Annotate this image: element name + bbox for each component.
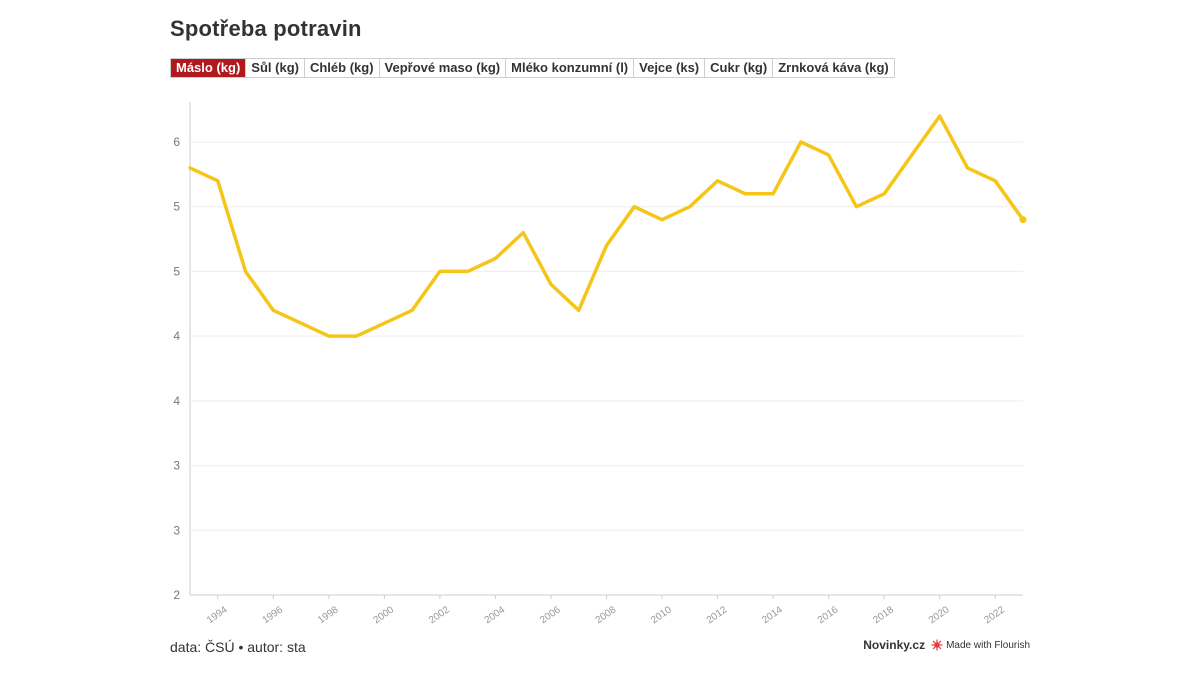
data-point	[326, 333, 332, 339]
x-tick-label: 2016	[816, 604, 841, 626]
source-note: data: ČSÚ • autor: sta	[170, 639, 306, 655]
data-point	[298, 320, 304, 326]
data-point	[548, 281, 554, 287]
y-tick-label: 5	[173, 264, 180, 278]
x-tick-label: 2018	[871, 604, 896, 626]
y-tick-label: 4	[173, 329, 180, 343]
data-point	[1019, 216, 1027, 224]
data-point	[604, 243, 610, 249]
data-point	[770, 191, 776, 197]
tab-chleb[interactable]: Chléb (kg)	[303, 59, 379, 77]
x-tick-label: 2022	[982, 604, 1007, 626]
data-point	[937, 113, 943, 119]
data-point	[909, 152, 915, 158]
tab-vejce[interactable]: Vejce (ks)	[633, 59, 704, 77]
flourish-credit[interactable]: Made with Flourish	[931, 639, 1030, 651]
data-point	[715, 178, 721, 184]
data-point	[465, 268, 471, 274]
data-point	[215, 178, 221, 184]
flourish-icon	[931, 639, 943, 651]
x-tick-label: 2004	[483, 604, 508, 626]
data-point	[798, 139, 804, 145]
y-tick-label: 3	[173, 523, 180, 537]
y-tick-label: 4	[173, 394, 180, 408]
data-point	[659, 217, 665, 223]
y-tick-label: 2	[173, 588, 180, 602]
data-point	[243, 268, 249, 274]
x-tick-label: 2020	[927, 604, 952, 626]
tab-maslo[interactable]: Máslo (kg)	[171, 59, 246, 77]
x-tick-label: 1996	[260, 604, 285, 626]
data-point	[992, 178, 998, 184]
flourish-label: Made with Flourish	[946, 639, 1030, 651]
x-tick-label: 2006	[538, 604, 563, 626]
data-point	[270, 307, 276, 313]
data-point	[354, 333, 360, 339]
data-point	[631, 204, 637, 210]
data-point	[437, 268, 443, 274]
series-line-maslo	[188, 114, 1025, 338]
x-tick-label: 2014	[760, 604, 785, 626]
tab-kava[interactable]: Zrnková káva (kg)	[772, 59, 894, 77]
x-tick-label: 2012	[705, 604, 730, 626]
data-point	[520, 230, 526, 236]
credits: Novinky.cz Made with Flourish	[863, 638, 1030, 652]
data-point	[409, 307, 415, 313]
y-tick-label: 5	[173, 200, 180, 214]
data-point	[826, 152, 832, 158]
data-point	[687, 204, 693, 210]
tab-sul[interactable]: Sůl (kg)	[245, 59, 304, 77]
tab-mleko[interactable]: Mléko konzumní (l)	[505, 59, 633, 77]
data-point	[492, 255, 498, 261]
x-tick-label: 2010	[649, 604, 674, 626]
chart-title: Spotřeba potravin	[170, 16, 362, 41]
x-tick-label: 2008	[594, 604, 619, 626]
data-point	[881, 191, 887, 197]
data-point	[742, 191, 748, 197]
data-point	[853, 204, 859, 210]
data-point	[381, 320, 387, 326]
brand-logo[interactable]: Novinky.cz	[863, 638, 926, 652]
data-point	[576, 307, 582, 313]
tab-veprove-maso[interactable]: Vepřové maso (kg)	[378, 59, 506, 77]
x-tick-label: 1998	[316, 604, 341, 626]
y-tick-label: 6	[173, 135, 180, 149]
series-tabs: Máslo (kg) Sůl (kg) Chléb (kg) Vepřové m…	[170, 58, 895, 78]
x-tick-label: 2000	[372, 604, 397, 626]
x-tick-label: 2002	[427, 604, 452, 626]
y-tick-label: 3	[173, 459, 180, 473]
data-point	[187, 165, 193, 171]
data-point	[964, 165, 970, 171]
x-tick-label: 1994	[205, 604, 230, 626]
tab-cukr[interactable]: Cukr (kg)	[704, 59, 772, 77]
